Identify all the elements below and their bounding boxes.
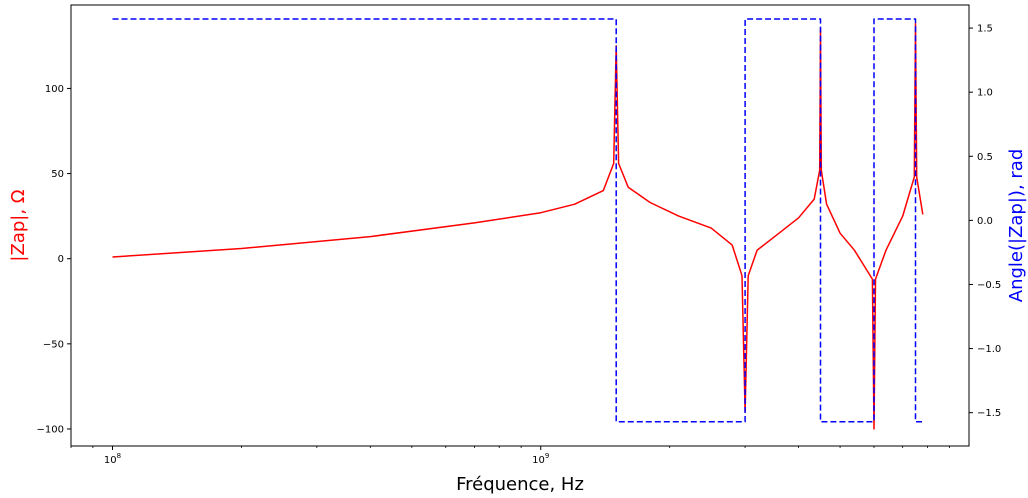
y-left-tick-label: 50: [51, 169, 64, 180]
x-tick-label: 109: [532, 452, 549, 466]
y-left-axis-label: |Zap|, Ω: [8, 189, 29, 261]
y-left-tick-label: −100: [37, 424, 64, 435]
y-right-tick-label: 1.0: [977, 88, 993, 99]
x-tick-label: 108: [104, 452, 121, 466]
series-line-angle: [112, 18, 923, 423]
y-right-tick-label: 1.5: [977, 24, 993, 35]
axis-ticks: 108 109 −100 −50 0 50 100 −1.5 −1.0 −0.5 0.0 0.5 1.0…: [37, 24, 1002, 466]
y-left-tick-label: 0: [58, 254, 64, 265]
y-right-tick-label: 0.0: [977, 216, 993, 227]
series-line-magnitude: [112, 22, 924, 430]
plot-frame: [70, 4, 970, 447]
y-left-tick-label: −50: [43, 339, 64, 350]
y-right-tick-label: −0.5: [977, 280, 1001, 291]
y-right-axis-label: Angle(|Zap|), rad: [1006, 149, 1027, 302]
y-right-tick-label: 0.5: [977, 152, 993, 163]
y-left-tick-label: 100: [45, 84, 64, 95]
y-right-tick-label: −1.5: [977, 408, 1001, 419]
x-axis-label: Fréquence, Hz: [456, 474, 584, 495]
y-right-tick-label: −1.0: [977, 344, 1001, 355]
plot-lines: [112, 18, 924, 430]
